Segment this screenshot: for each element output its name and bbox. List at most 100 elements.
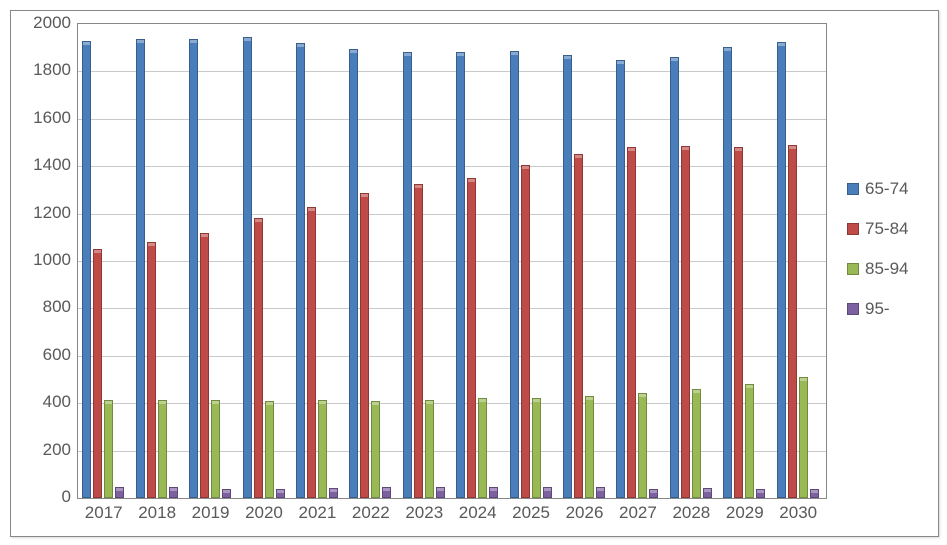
bar: [467, 178, 476, 498]
bar-group: [452, 24, 505, 498]
x-tick-label: 2020: [237, 503, 290, 523]
x-tick-label: 2026: [558, 503, 611, 523]
bar-group: [612, 24, 665, 498]
bar: [414, 184, 423, 498]
bar-cluster: [456, 52, 498, 498]
bar: [596, 487, 605, 498]
x-tick-label: 2021: [291, 503, 344, 523]
bar-group: [399, 24, 452, 498]
bar: [756, 489, 765, 498]
bar: [382, 487, 391, 498]
y-tick-label: 1000: [33, 250, 71, 270]
bar: [745, 384, 754, 498]
bar-group: [131, 24, 184, 498]
bar-group: [238, 24, 291, 498]
bar: [82, 41, 91, 498]
legend-swatch: [847, 183, 859, 195]
y-tick-label: 1200: [33, 203, 71, 223]
x-tick-label: 2024: [451, 503, 504, 523]
x-tick-label: 2028: [665, 503, 718, 523]
bar: [329, 488, 338, 498]
bar-cluster: [723, 47, 765, 498]
bar: [222, 489, 231, 498]
bar: [810, 489, 819, 498]
bar: [692, 389, 701, 498]
legend-swatch: [847, 263, 859, 275]
x-tick-label: 2027: [611, 503, 664, 523]
legend-swatch: [847, 223, 859, 235]
bar: [734, 147, 743, 498]
bar: [681, 146, 690, 498]
bar: [254, 218, 263, 498]
y-tick-label: 400: [43, 392, 71, 412]
bar: [211, 400, 220, 498]
bar: [158, 400, 167, 498]
bar: [638, 393, 647, 498]
bar: [532, 398, 541, 498]
y-tick-label: 1800: [33, 60, 71, 80]
bar-group: [719, 24, 772, 498]
bar-cluster: [189, 39, 231, 498]
x-tick-label: 2017: [77, 503, 130, 523]
bar-cluster: [82, 41, 124, 498]
bar: [296, 43, 305, 498]
bar: [543, 487, 552, 498]
legend-label: 85-94: [865, 259, 908, 279]
bar: [318, 400, 327, 498]
bar-group: [292, 24, 345, 498]
y-tick-label: 600: [43, 345, 71, 365]
bar: [307, 207, 316, 499]
legend-item: 95-: [847, 299, 908, 319]
bar-group: [505, 24, 558, 498]
bar: [670, 57, 679, 498]
y-axis: 0200400600800100012001400160018002000: [11, 23, 77, 497]
bar: [723, 47, 732, 498]
y-tick-label: 1600: [33, 108, 71, 128]
bar: [788, 145, 797, 498]
bar-cluster: [403, 52, 445, 498]
bar: [574, 154, 583, 498]
y-tick-label: 1400: [33, 155, 71, 175]
bar: [616, 60, 625, 498]
bar: [104, 400, 113, 498]
bar: [585, 396, 594, 498]
legend-label: 75-84: [865, 219, 908, 239]
bar-cluster: [349, 49, 391, 498]
bar: [436, 487, 445, 498]
legend: 65-74 75-84 85-94 95-: [847, 179, 908, 339]
x-tick-label: 2025: [504, 503, 557, 523]
bar-group: [345, 24, 398, 498]
legend-item: 65-74: [847, 179, 908, 199]
legend-label: 95-: [865, 299, 890, 319]
bar: [276, 489, 285, 498]
plot-area: [77, 23, 827, 499]
chart-container: 0200400600800100012001400160018002000 20…: [10, 10, 939, 537]
bar: [147, 242, 156, 498]
y-tick-label: 2000: [33, 13, 71, 33]
x-tick-label: 2022: [344, 503, 397, 523]
bar: [489, 487, 498, 498]
x-tick-label: 2023: [398, 503, 451, 523]
bar: [403, 52, 412, 498]
bar-group: [666, 24, 719, 498]
bar-group: [185, 24, 238, 498]
bar-cluster: [296, 43, 338, 498]
bar-cluster: [510, 51, 552, 498]
bar: [627, 147, 636, 498]
y-tick-label: 200: [43, 440, 71, 460]
bar: [563, 55, 572, 498]
bar: [799, 377, 808, 498]
bar-cluster: [670, 57, 712, 498]
bar: [456, 52, 465, 498]
bar: [243, 37, 252, 498]
bar: [425, 400, 434, 498]
bar: [136, 39, 145, 498]
bar: [200, 233, 209, 498]
bar: [169, 487, 178, 498]
legend-label: 65-74: [865, 179, 908, 199]
bar-cluster: [243, 37, 285, 498]
bar: [360, 193, 369, 498]
legend-swatch: [847, 303, 859, 315]
bar: [521, 165, 530, 498]
bar-group: [559, 24, 612, 498]
